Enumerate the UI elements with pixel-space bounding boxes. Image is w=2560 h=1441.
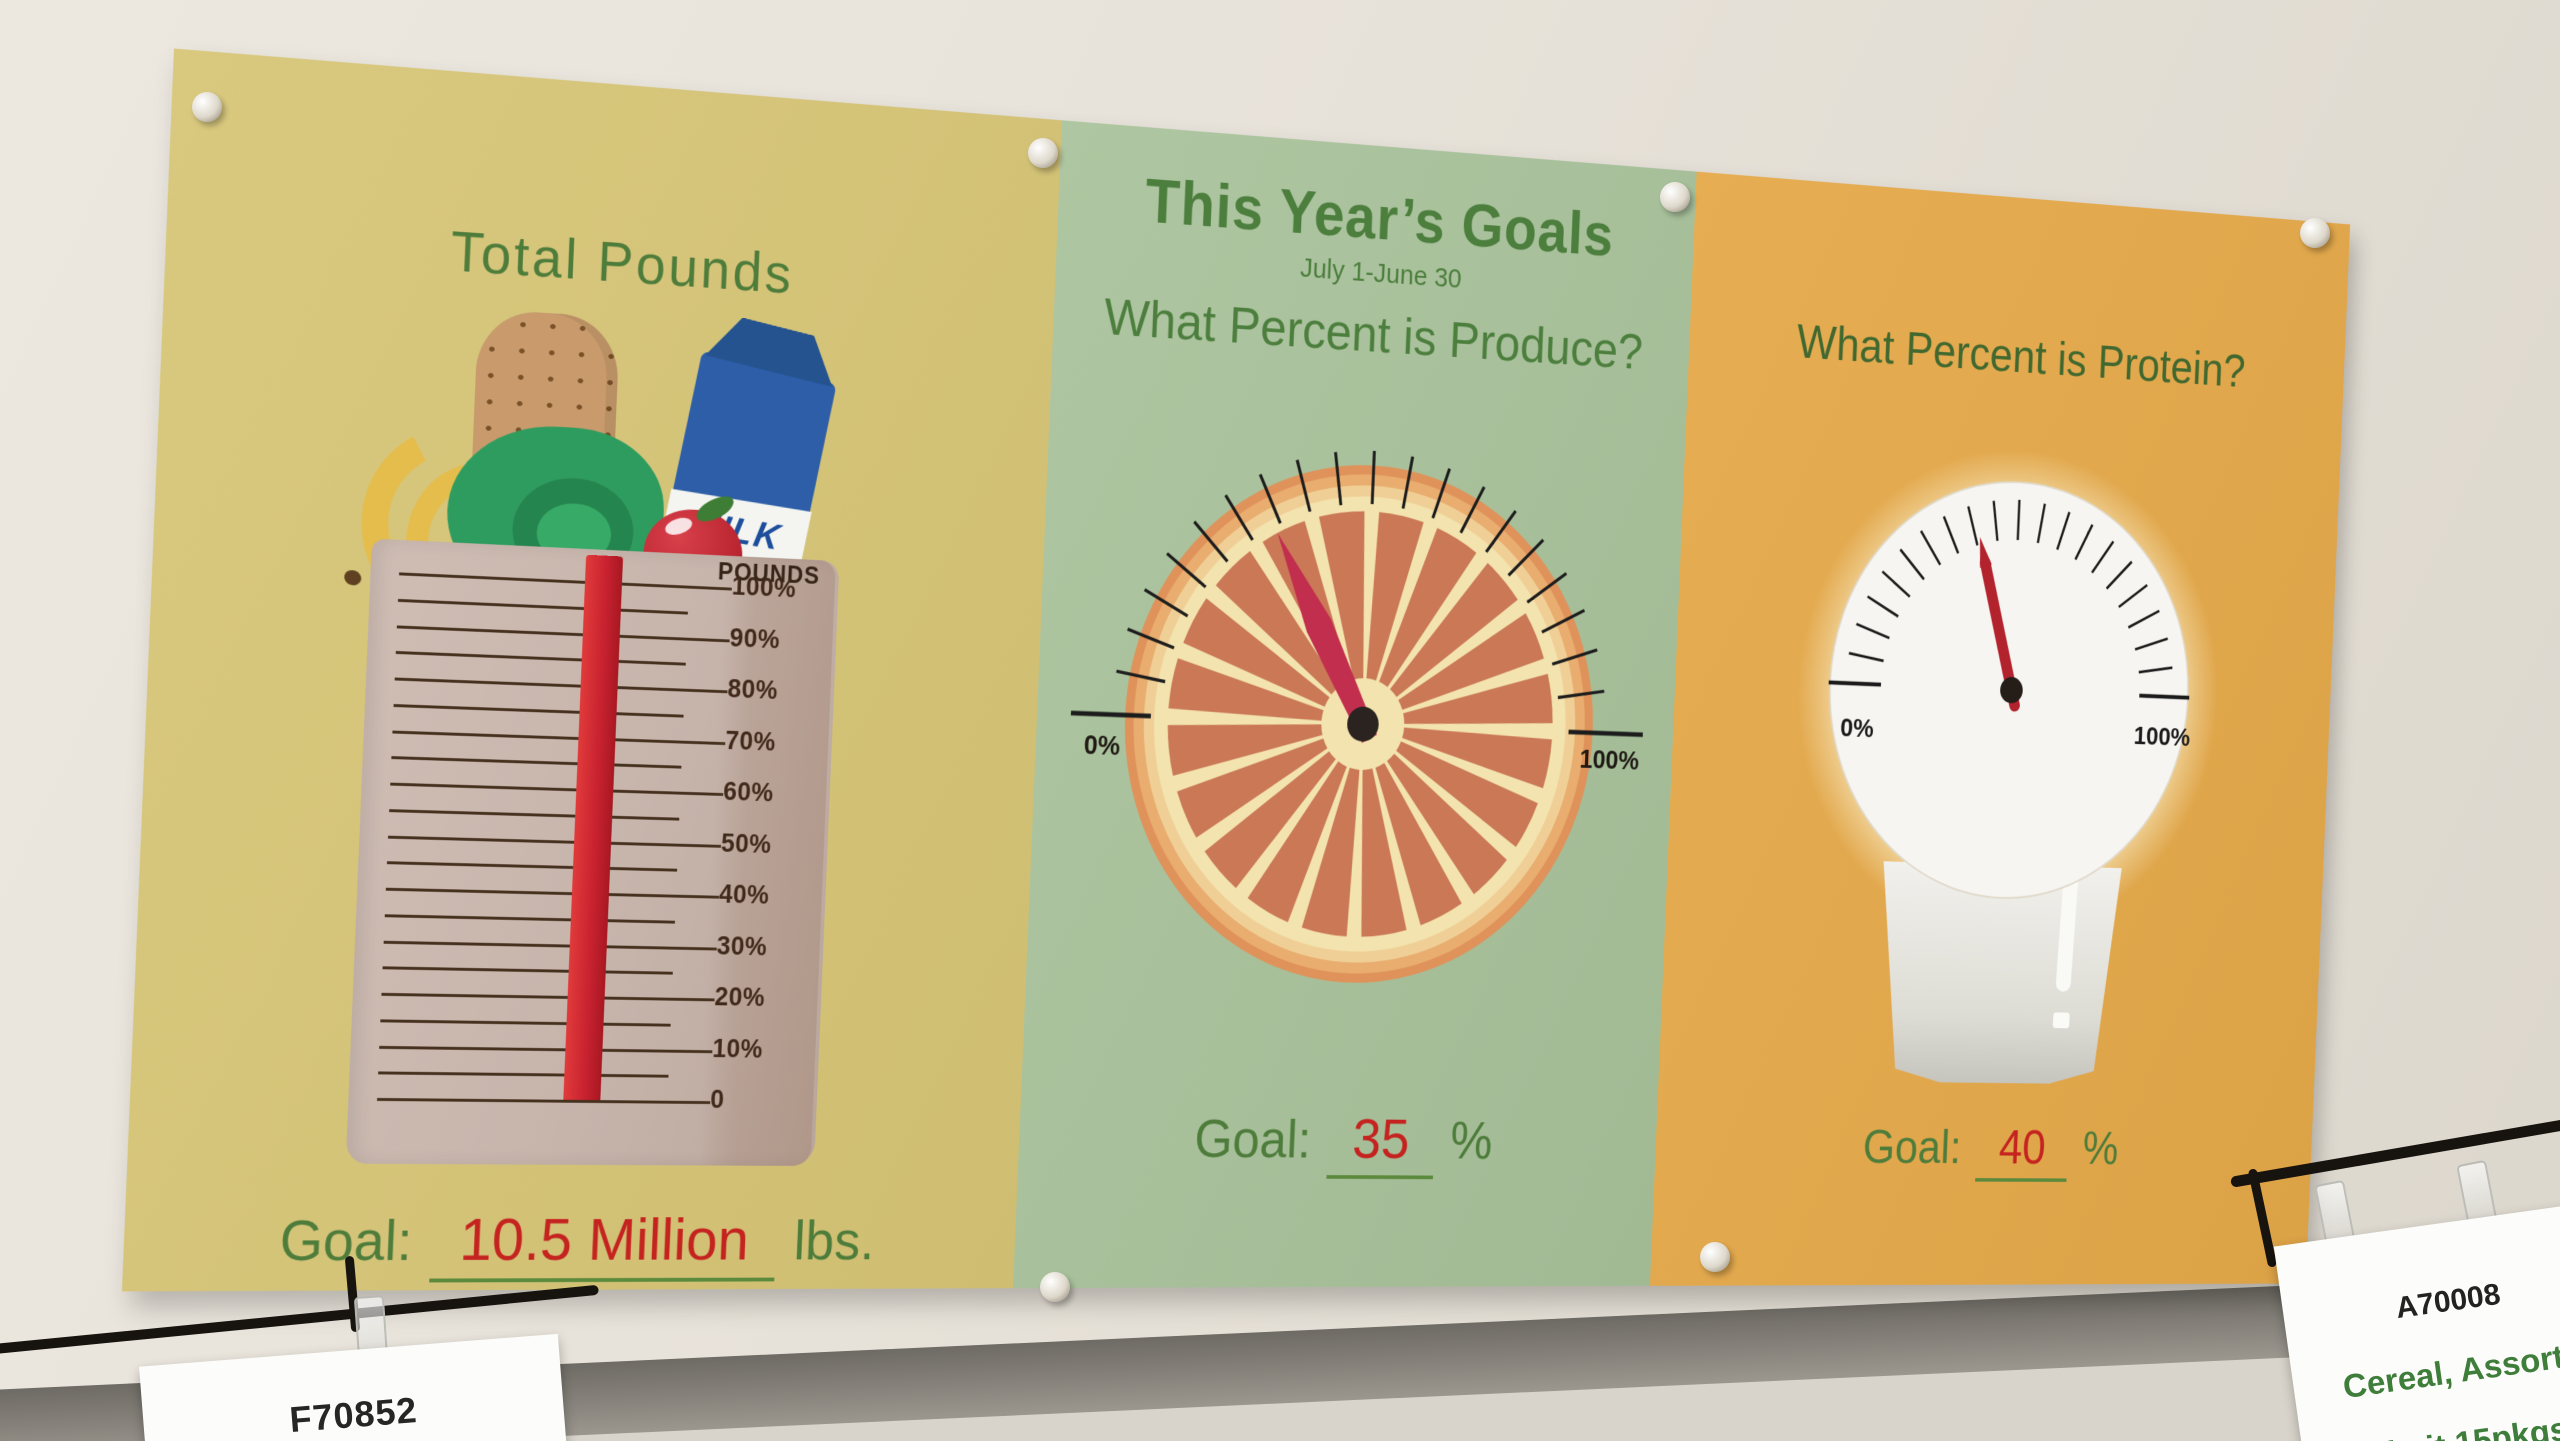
- push-pin: [2300, 218, 2330, 248]
- bag-scale-label: 60%: [723, 777, 775, 808]
- bag-rule-line: [398, 599, 688, 615]
- grocery-bag: POUNDS 100% 90% 80% 70% 60% 50% 40% 30% …: [346, 539, 840, 1166]
- bag-rule-line: [381, 993, 714, 1002]
- tag-code: A70008: [2394, 1278, 2503, 1326]
- push-pin: [192, 92, 222, 122]
- goal-suffix: %: [2082, 1121, 2120, 1175]
- bag-scale-label: 40%: [718, 880, 770, 911]
- push-pin: [1700, 1242, 1730, 1272]
- goal-suffix: %: [1449, 1110, 1494, 1171]
- grocery-bag-illustration: MILK POUNDS 100%: [331, 301, 867, 1189]
- bag-rule-line: [388, 835, 721, 847]
- bag-scale-label: 20%: [714, 982, 766, 1013]
- goal-label: Goal:: [1862, 1119, 1963, 1174]
- total-pounds-goal: Goal: 10.5 Million lbs.: [122, 1204, 1016, 1283]
- protein-goal: Goal: 40 %: [1654, 1115, 2312, 1183]
- total-pounds-title: Total Pounds: [165, 198, 1056, 324]
- orange-slice-gauge: 0% 100%: [1053, 404, 1659, 1031]
- milk-dial: 0% 100%: [1811, 461, 2205, 914]
- bag-rule-line: [394, 704, 685, 718]
- bag-rule-line: [377, 1098, 710, 1104]
- produce-goal: Goal: 35 %: [1018, 1103, 1658, 1180]
- bag-scale-label: 10%: [712, 1034, 764, 1064]
- bag-scale-label: 80%: [727, 674, 779, 706]
- gauge-max-label: 100%: [2133, 721, 2191, 753]
- panel-protein: What Percent is Protein? 0% 100% Goal: 4…: [1650, 172, 2350, 1286]
- bag-rule-line: [379, 1045, 712, 1052]
- goal-suffix: lbs.: [793, 1209, 876, 1273]
- tag-limit: Limit 15pkgs: [2365, 1410, 2560, 1441]
- bag-rule-line: [384, 940, 717, 950]
- orange-gauge-svg: [1053, 404, 1659, 1031]
- bag-ruled-area: [377, 572, 732, 1101]
- milk-glass-gauge: 0% 100%: [1779, 443, 2228, 1121]
- milk-gauge-svg: [1811, 461, 2205, 914]
- goal-label: Goal:: [1193, 1108, 1312, 1171]
- goal-value: 35: [1326, 1106, 1435, 1179]
- goal-value: 10.5 Million: [430, 1205, 778, 1282]
- bag-rule-line: [382, 967, 673, 975]
- bag-rule-line: [392, 730, 725, 745]
- bag-rule-line: [397, 625, 730, 642]
- gauge-min-label: 0%: [1083, 730, 1120, 762]
- push-pin: [1660, 182, 1690, 212]
- bag-rule-line: [389, 809, 680, 820]
- bag-rule-line: [395, 677, 728, 693]
- bag-rule-line: [378, 1072, 669, 1078]
- photo-scene: Total Pounds MILK: [0, 0, 2560, 1441]
- bag-rule-line: [396, 651, 686, 666]
- gauge-max-label: 100%: [1579, 745, 1639, 777]
- bag-scale-label: 70%: [725, 726, 777, 757]
- protein-question: What Percent is Protein?: [1689, 306, 2345, 405]
- price-tag: A70008 Cereal, Assort. Limit 15pkgs: [2274, 1201, 2560, 1441]
- bag-scale-labels: 100% 90% 80% 70% 60% 50% 40% 30% 20% 10%: [710, 588, 834, 1102]
- bag-rule-line: [391, 756, 682, 769]
- goals-board: Total Pounds MILK: [122, 49, 2350, 1292]
- bag-rule-line: [380, 1019, 671, 1026]
- bag-rule-line: [399, 572, 732, 590]
- price-tag: F70852: [139, 1334, 573, 1441]
- tag-product: Cereal, Assort.: [2341, 1336, 2560, 1406]
- gauge-min-label: 0%: [1840, 713, 1875, 744]
- panel-produce: This Year’s Goals July 1-June 30 What Pe…: [1013, 120, 1697, 1288]
- milk-glass-shine: [2052, 1012, 2069, 1028]
- bag-rule-line: [387, 861, 678, 871]
- panel-total-pounds: Total Pounds MILK: [122, 49, 1062, 1292]
- bag-rule-line: [390, 783, 723, 796]
- push-pin: [1028, 138, 1058, 168]
- push-pin: [1040, 1272, 1070, 1302]
- bag-scale-label: 90%: [729, 623, 781, 655]
- goal-value: 40: [1975, 1118, 2069, 1182]
- bag-scale-label: 30%: [716, 931, 768, 962]
- bag-scale-label: 0: [710, 1085, 725, 1115]
- bag-rule-line: [385, 914, 676, 923]
- bag-scale-label: 100%: [731, 572, 796, 605]
- bag-scale-label: 50%: [720, 828, 772, 859]
- tag-code: F70852: [288, 1389, 427, 1441]
- bag-rule-line: [386, 888, 719, 899]
